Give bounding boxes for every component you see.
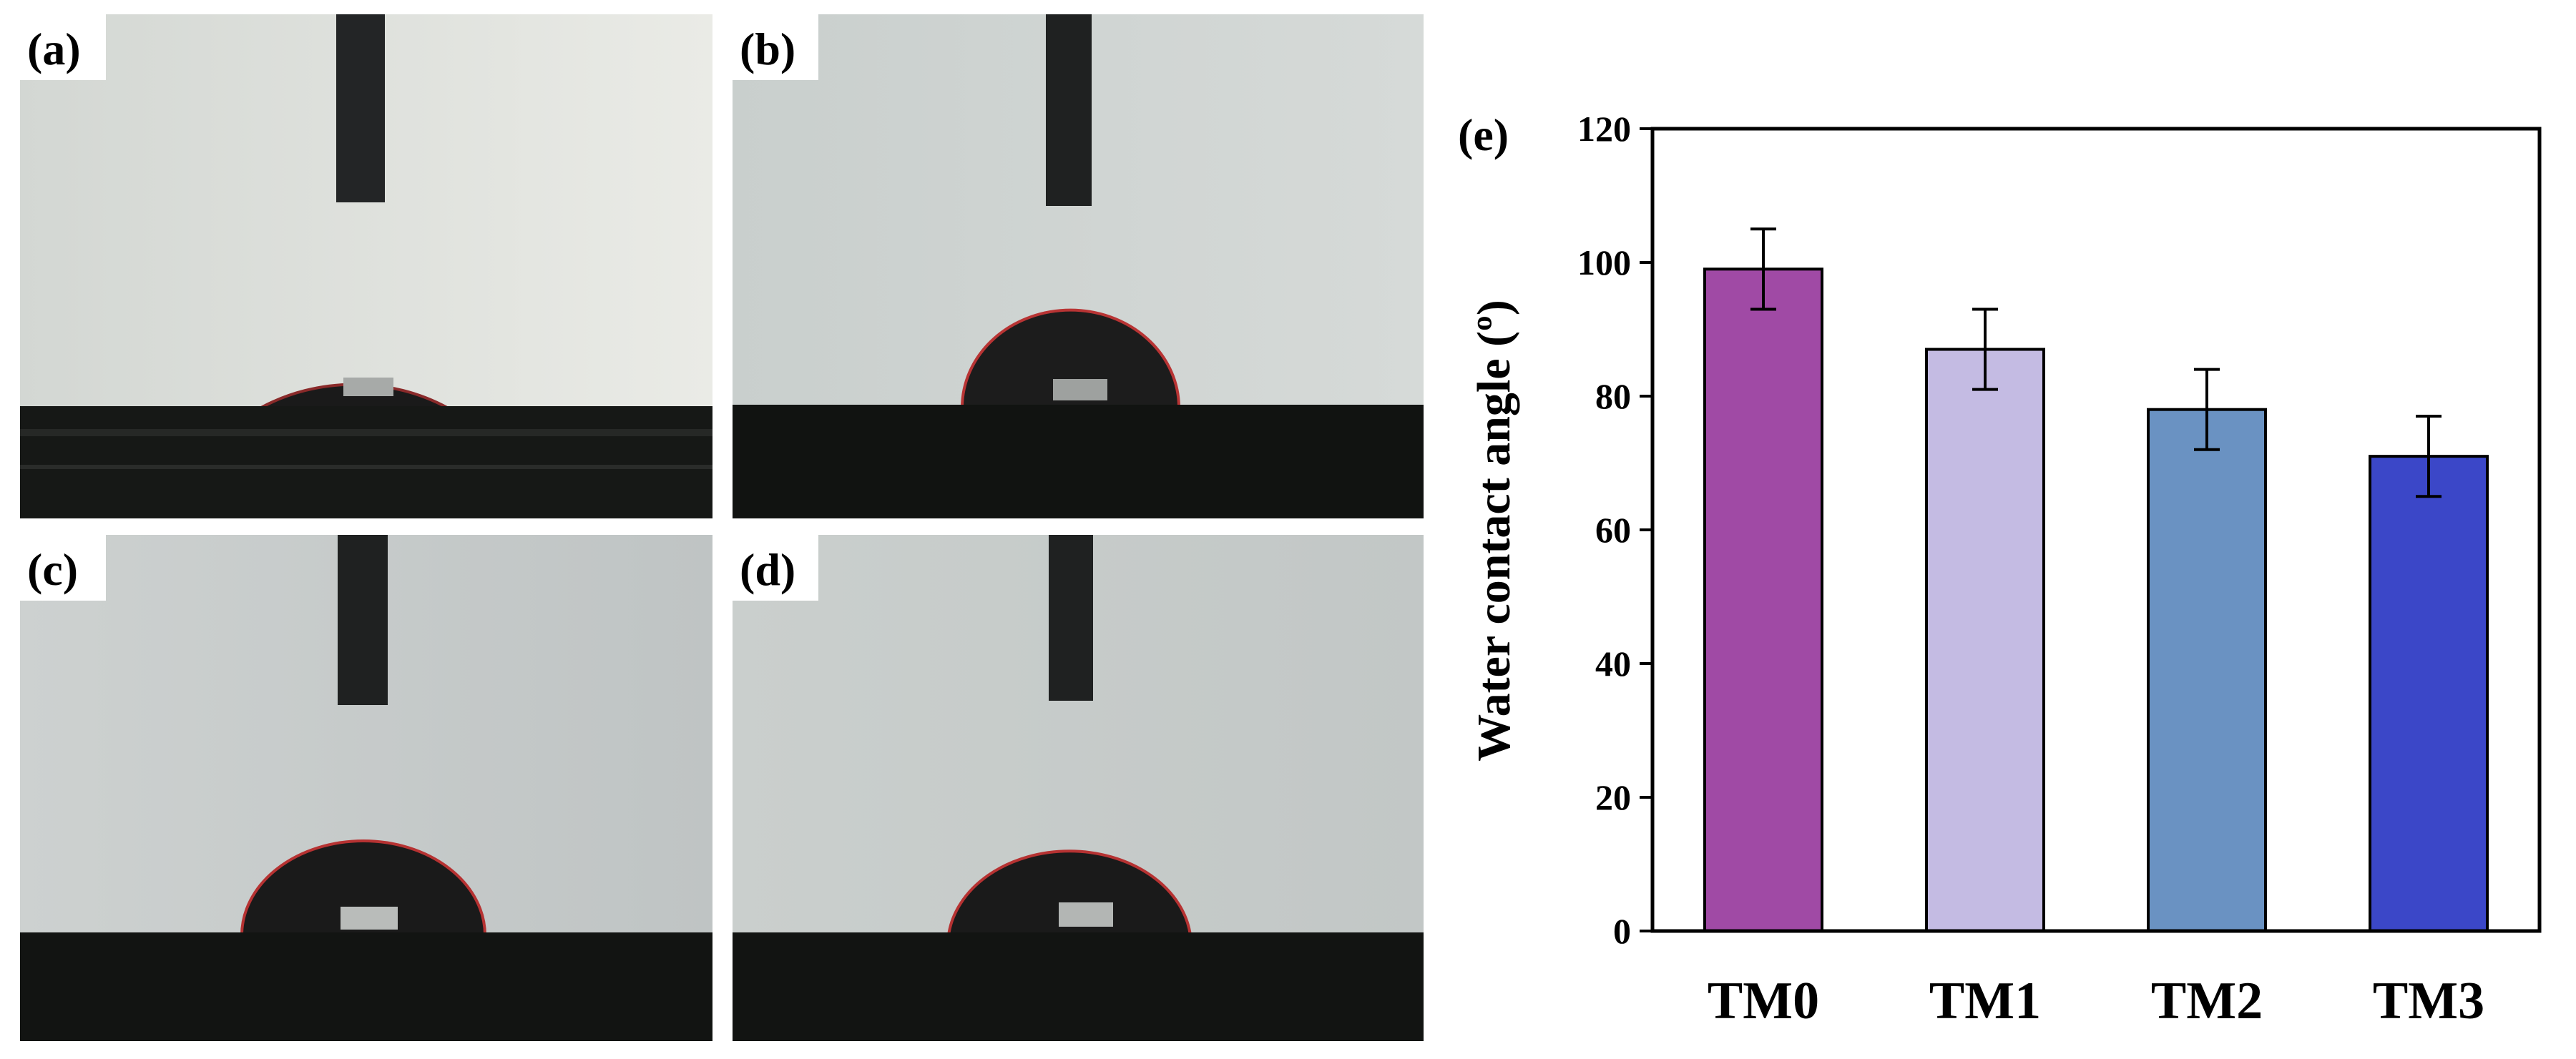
x-tick-label-TM2: TM2 [2151,972,2263,1030]
y-tick-label: 20 [1595,777,1631,817]
panel-label-b: (b) [740,24,795,74]
y-tick-label: 120 [1577,109,1631,149]
x-tick-label-TM0: TM0 [1708,972,1819,1030]
bar-TM1 [1925,348,2045,932]
panel-label-c: (c) [27,544,78,595]
bar-TM0 [1703,267,1823,933]
error-bar-TM0 [1750,227,1776,311]
y-tick-label: 80 [1595,376,1631,416]
error-bars [1750,227,2442,498]
chart-panel-label: (e) [1458,109,1509,160]
y-tick-label: 0 [1613,911,1631,951]
photo-panel-b: (b) [733,14,1424,518]
x-tick-label-TM1: TM1 [1929,972,2041,1030]
error-bar-TM3 [2416,415,2442,498]
bars [1703,267,2489,933]
y-axis-label: Water contact angle (º) [1468,300,1520,762]
panel-label-a: (a) [27,24,81,74]
x-axis-labels: TM0 TM1 TM2 TM3 [1708,972,2484,1030]
plot-frame [1650,127,2542,933]
bar-TM3 [2369,455,2489,932]
y-tick-label: 40 [1595,644,1631,684]
y-axis-ticks: 0 20 40 60 80 100 120 [1577,109,1652,951]
photo-panel-d: (d) [733,535,1424,1041]
panel-label-d: (d) [740,544,795,595]
error-bar-TM1 [1972,307,1998,391]
y-tick-label: 100 [1577,242,1631,282]
photo-panel-a: (a) [20,14,712,518]
x-tick-label-TM3: TM3 [2373,972,2484,1030]
photo-panel-c: (c) [20,535,712,1041]
bar-chart: (e) Water contact angle (º) 0 20 40 60 80 100… [1458,109,2542,1030]
y-tick-label: 60 [1595,510,1631,550]
error-bar-TM2 [2194,368,2220,451]
bar-TM2 [2147,408,2267,932]
